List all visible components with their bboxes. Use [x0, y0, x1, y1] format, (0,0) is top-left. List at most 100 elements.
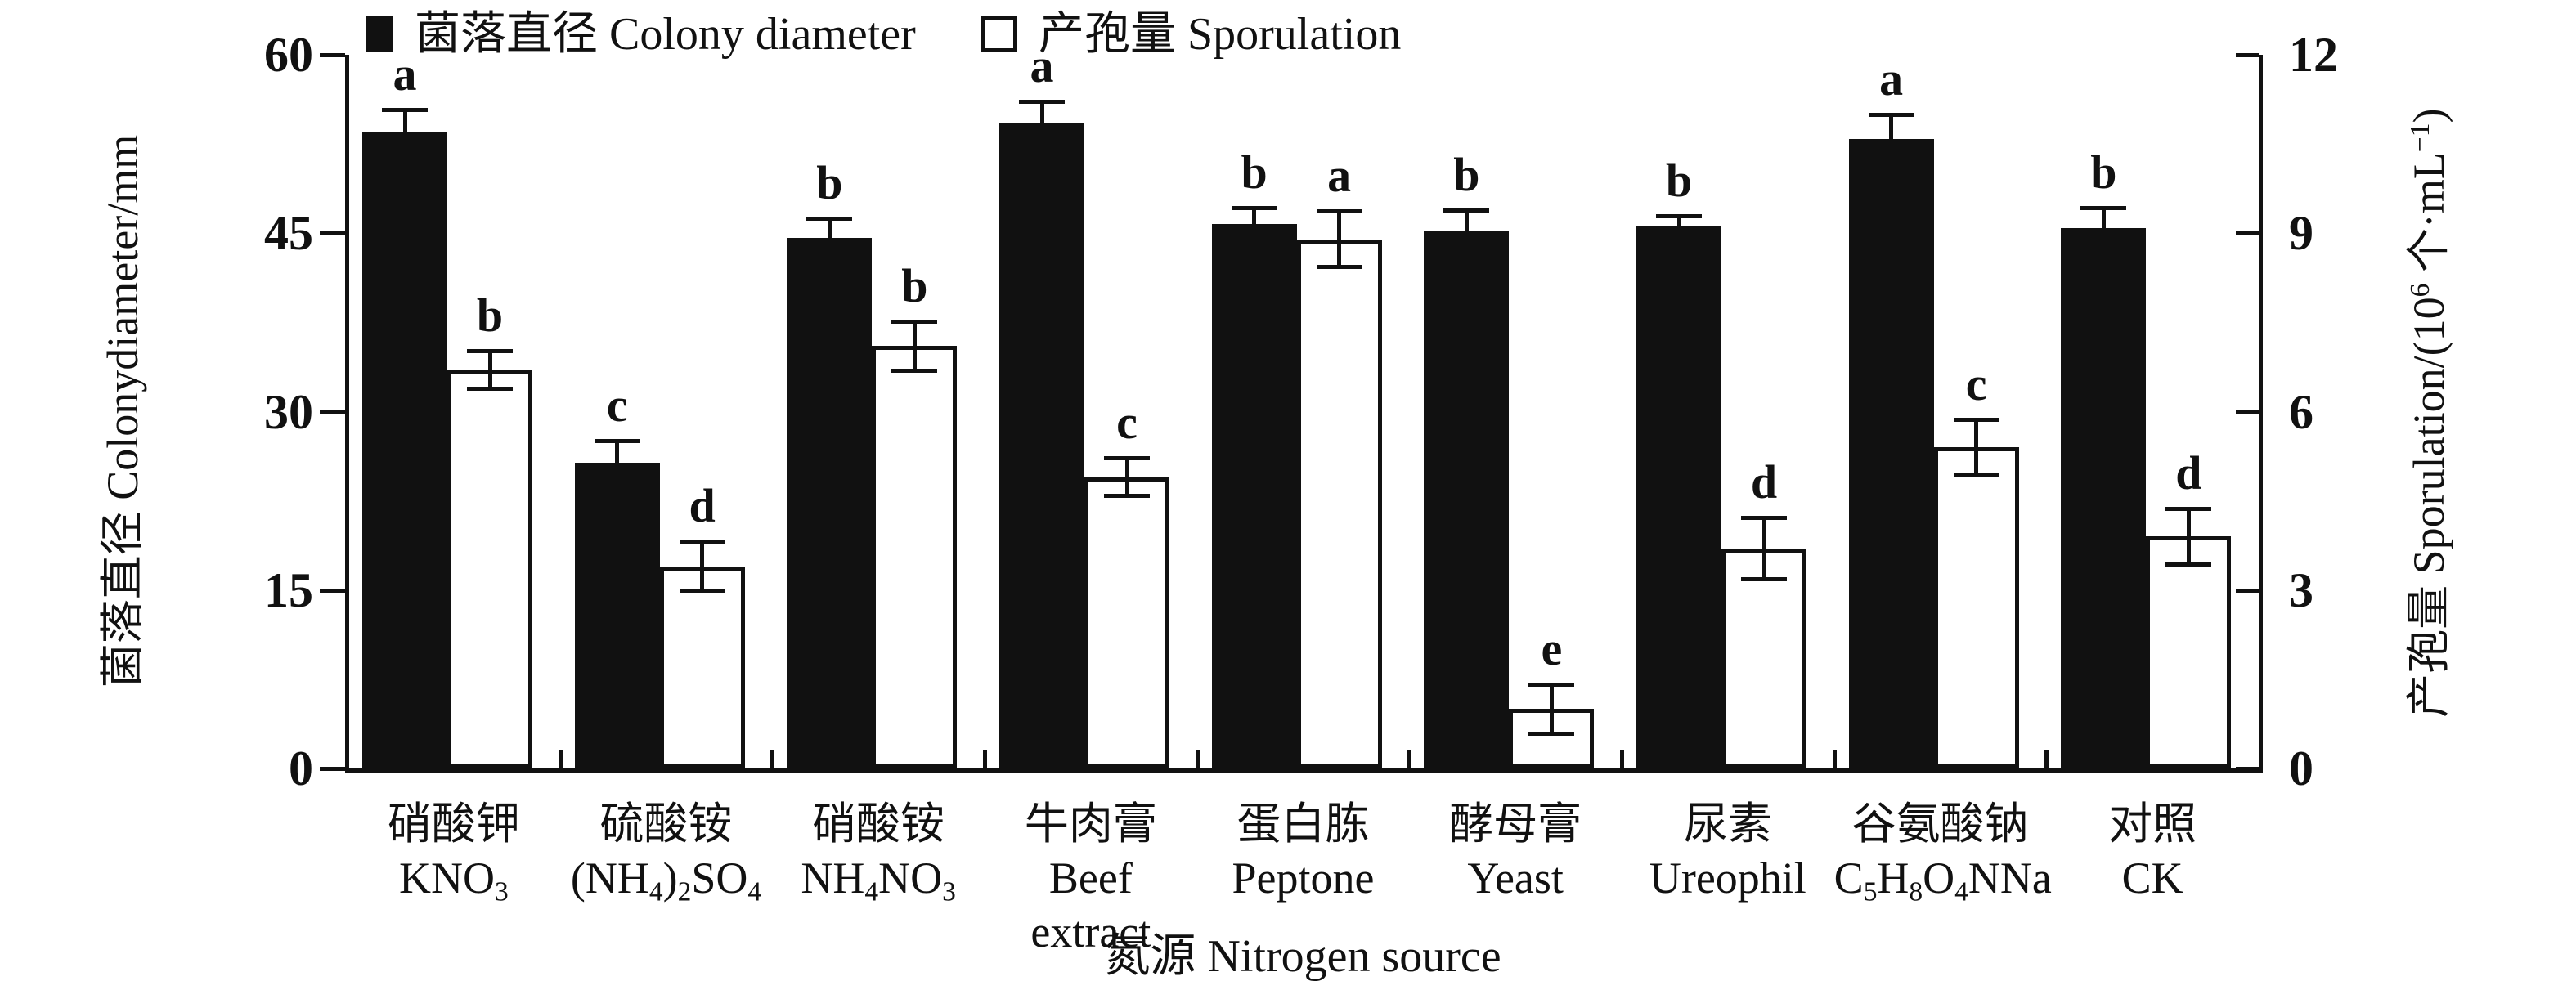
colony-error-bar-cap-bottom — [594, 482, 640, 487]
significance-letter-colony: b — [816, 155, 843, 209]
category-label: 硝酸铵 NH4NO3 — [772, 797, 985, 919]
x-axis-tick — [558, 750, 563, 768]
category-formula-segment: 5 — [1863, 876, 1878, 907]
significance-letter-sporulation: b — [901, 258, 928, 312]
x-axis-tick — [1407, 750, 1412, 768]
colony-error-bar-line — [1676, 213, 1681, 239]
sporulation-error-bar-cap-top — [679, 539, 725, 544]
colony-error-bar-cap-top — [382, 108, 428, 113]
significance-letter-sporulation: d — [689, 478, 716, 532]
x-axis-tick — [983, 750, 987, 768]
x-axis-tick — [1832, 750, 1837, 768]
category-formula-segment: SO — [691, 853, 748, 903]
sporulation-error-bar-line — [487, 349, 492, 392]
y-axis-right-line — [2259, 55, 2263, 773]
right-axis-title-text: 个·mL — [2404, 152, 2454, 284]
category-label: 谷氨酸钠 C5H8O4NNa — [1834, 797, 2052, 919]
y-axis-right-tick-label: 12 — [2289, 28, 2338, 82]
category-label-formula: CK — [2046, 851, 2259, 905]
sporulation-error-bar-cap-top — [1316, 209, 1362, 214]
sporulation-error-bar-cap-top — [467, 349, 513, 354]
legend-label: 菌落直径 Colony diameter — [415, 9, 916, 60]
category-formula-segment: H — [1877, 853, 1910, 903]
x-axis-tick — [1195, 750, 1200, 768]
category-label: 硫酸铵 (NH4)2SO4 — [560, 797, 773, 919]
sporulation-bar — [1084, 477, 1169, 768]
category-label: 酵母膏 Yeast — [1409, 797, 1622, 905]
significance-letter-sporulation: e — [1541, 621, 1563, 675]
category-formula-segment: NH — [801, 853, 865, 903]
sporulation-error-bar-cap-top — [1953, 417, 1999, 422]
category-label-zh: 谷氨酸钠 — [1851, 800, 2029, 849]
sporulation-error-bar-line — [1549, 682, 1554, 736]
significance-letter-colony: b — [2090, 145, 2117, 199]
colony-error-bar-cap-top — [2080, 205, 2127, 210]
colony-diameter-bar — [1636, 226, 1721, 768]
category-formula-segment: 2 — [677, 876, 692, 907]
colony-error-bar-cap-bottom — [1019, 143, 1065, 148]
sporulation-error-bar-line — [1337, 209, 1342, 269]
colony-error-bar-line — [827, 216, 832, 260]
sporulation-error-bar-cap-top — [2165, 506, 2212, 511]
category-label-zh: 对照 — [2108, 800, 2197, 849]
sporulation-bar — [2146, 536, 2232, 768]
category-formula-segment: 3 — [494, 876, 509, 907]
sporulation-error-bar-cap-top — [1104, 456, 1150, 461]
category-formula-segment: 4 — [864, 876, 879, 907]
significance-letter-colony: b — [1665, 153, 1693, 207]
colony-error-bar-cap-top — [1443, 208, 1490, 213]
significance-letter-sporulation: d — [1750, 455, 1778, 508]
category-label-zh: 酵母膏 — [1449, 800, 1582, 849]
significance-letter-colony: a — [1879, 52, 1904, 106]
category-label-formula: Ureophil — [1622, 851, 1834, 905]
sporulation-error-bar-line — [912, 319, 917, 374]
significance-letter-colony: b — [1453, 147, 1480, 201]
category-label-zh: 硝酸铵 — [812, 800, 945, 849]
y-axis-right-tick-label: 6 — [2289, 384, 2313, 439]
colony-error-bar-cap-bottom — [2080, 247, 2127, 252]
category-formula-segment: KNO — [398, 853, 495, 903]
significance-letter-colony: a — [393, 47, 417, 101]
sporulation-bar — [1296, 239, 1382, 768]
right-axis-title-text: −1 — [2404, 123, 2435, 153]
category-formula-segment: 8 — [1909, 876, 1923, 907]
category-label-formula: KNO3 — [348, 851, 560, 919]
significance-letter-sporulation: a — [1327, 149, 1352, 203]
y-axis-left-tick — [320, 767, 345, 771]
colony-error-bar-cap-bottom — [1231, 237, 1277, 242]
colony-error-bar-cap-bottom — [806, 255, 853, 260]
legend-item-colony-diameter: 菌落直径 Colony diameter — [366, 8, 916, 60]
sporulation-error-bar-cap-bottom — [1528, 732, 1575, 736]
x-axis-tick — [770, 750, 775, 768]
colony-error-bar-cap-top — [806, 216, 853, 221]
colony-error-bar-line — [615, 438, 620, 487]
category-label-zh: 硫酸铵 — [599, 800, 733, 849]
colony-diameter-bar — [1211, 223, 1297, 768]
category-label-formula: Beef extract — [985, 851, 1197, 959]
colony-error-bar-cap-top — [1868, 113, 1914, 118]
colony-error-bar-line — [2101, 205, 2106, 252]
category-formula-segment: Peptone — [1232, 853, 1375, 903]
sporulation-error-bar-line — [700, 539, 705, 594]
colony-diameter-bar — [2061, 228, 2147, 768]
significance-letter-sporulation: c — [1965, 356, 1987, 410]
colony-diameter-bar — [1424, 231, 1510, 768]
category-label-formula: (NH4)2SO4 — [560, 851, 773, 919]
colony-error-bar-cap-bottom — [382, 151, 428, 156]
category-label: 牛肉膏 Beef extract — [985, 797, 1197, 959]
y-axis-right-tick-label: 0 — [2289, 741, 2313, 795]
colony-error-bar-line — [1889, 113, 1894, 166]
category-formula-segment: O — [1923, 853, 1955, 903]
category-formula-segment: ) — [662, 853, 678, 903]
y-axis-left-tick-label: 0 — [289, 741, 313, 795]
category-formula-segment: NNa — [1968, 853, 2052, 903]
right-axis-title-text: ) — [2404, 108, 2454, 123]
colony-error-bar-cap-bottom — [1443, 249, 1490, 253]
sporulation-error-bar-cap-bottom — [467, 387, 513, 392]
legend-item-sporulation: 产孢量 Sporulation — [981, 8, 1401, 60]
significance-letter-colony: c — [606, 378, 628, 432]
y-axis-right-tick — [2236, 53, 2259, 57]
category-formula-segment: Beef extract — [1030, 853, 1151, 956]
sporulation-bar — [447, 370, 532, 768]
